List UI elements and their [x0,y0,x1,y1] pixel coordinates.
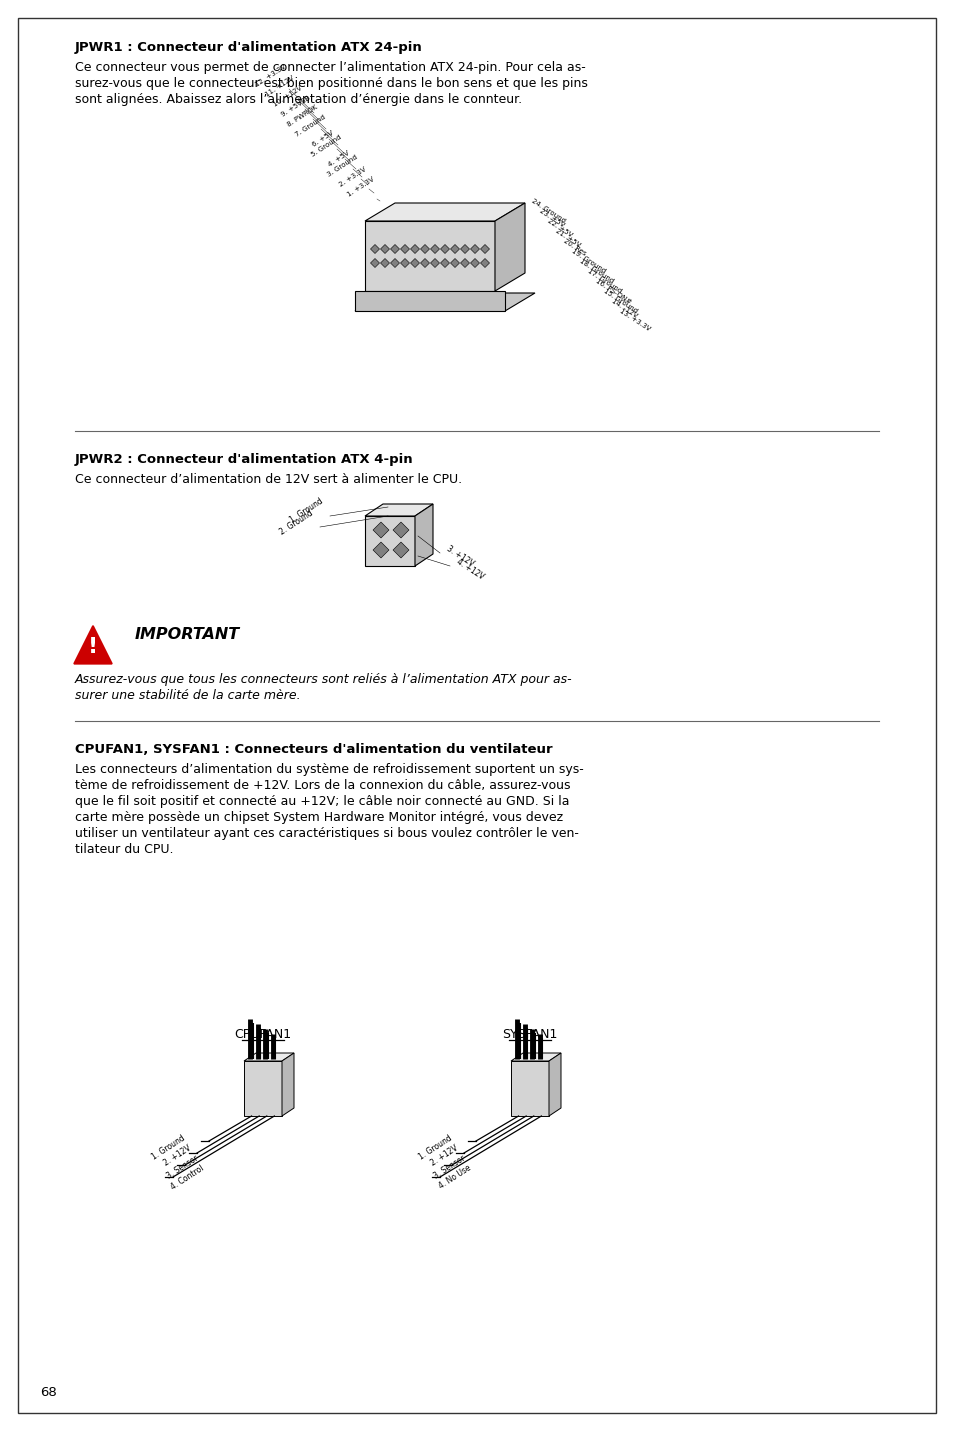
Polygon shape [495,203,524,290]
Polygon shape [74,625,112,664]
Text: !: ! [88,637,98,657]
Text: 8. PWROK: 8. PWROK [287,104,318,127]
Polygon shape [393,542,409,558]
Polygon shape [410,245,419,253]
Polygon shape [365,203,524,220]
Polygon shape [460,259,469,268]
Polygon shape [390,245,399,253]
Text: 17. Ground: 17. Ground [585,268,621,295]
Polygon shape [450,245,459,253]
Polygon shape [400,245,409,253]
Text: 14. -12V: 14. -12V [609,298,638,319]
Text: sont alignées. Abaissez alors l’alimentation d’énergie dans le connteur.: sont alignées. Abaissez alors l’alimenta… [75,93,521,106]
Text: 18. Ground: 18. Ground [578,258,614,285]
Polygon shape [380,259,389,268]
Text: 1. Ground
2. +12V
3. Sensor
4. No Use: 1. Ground 2. +12V 3. Sensor 4. No Use [416,1133,473,1192]
Text: carte mère possède un chipset System Hardware Monitor intégré, vous devez: carte mère possède un chipset System Har… [75,811,562,824]
Text: 2. +3.3V: 2. +3.3V [337,166,367,187]
Polygon shape [355,290,504,311]
Polygon shape [355,293,535,311]
Polygon shape [365,220,495,290]
Text: Ce connecteur vous permet de connecter l’alimentation ATX 24-pin. Pour cela as-: Ce connecteur vous permet de connecter l… [75,62,585,74]
Text: 19. Ground: 19. Ground [569,248,605,275]
Polygon shape [511,1060,548,1116]
Text: CPUFAN1: CPUFAN1 [234,1027,292,1040]
Polygon shape [511,1053,560,1060]
Text: 23. +5V: 23. +5V [537,207,564,229]
Text: tème de refroidissement de +12V. Lors de la connexion du câble, assurez-vous: tème de refroidissement de +12V. Lors de… [75,778,570,791]
Text: CPUFAN1, SYSFAN1 : Connecteurs d'alimentation du ventilateur: CPUFAN1, SYSFAN1 : Connecteurs d'aliment… [75,743,552,756]
Polygon shape [420,259,429,268]
Polygon shape [548,1053,560,1116]
Text: 6. +5V: 6. +5V [312,130,335,147]
FancyBboxPatch shape [18,19,935,1412]
Text: 22. +5V: 22. +5V [545,218,573,239]
Polygon shape [430,245,439,253]
Polygon shape [415,504,433,567]
Text: tilateur du CPU.: tilateur du CPU. [75,843,173,856]
Text: 21. +5V: 21. +5V [554,228,580,249]
Polygon shape [365,517,415,567]
Text: 68: 68 [40,1387,56,1400]
Text: JPWR1 : Connecteur d'alimentation ATX 24-pin: JPWR1 : Connecteur d'alimentation ATX 24… [75,41,422,54]
Text: Assurez-vous que tous les connecteurs sont reliés à l’alimentation ATX pour as-: Assurez-vous que tous les connecteurs so… [75,673,572,685]
Text: 1. +3.3V: 1. +3.3V [346,176,375,197]
Text: 5. Ground: 5. Ground [311,135,343,157]
Polygon shape [373,522,389,538]
Polygon shape [390,259,399,268]
Text: utiliser un ventilateur ayant ces caractéristiques si bous voulez contrôler le v: utiliser un ventilateur ayant ces caract… [75,827,578,840]
Polygon shape [480,245,489,253]
Text: 3. Ground: 3. Ground [326,155,358,177]
Text: 24. Ground: 24. Ground [530,197,565,225]
Polygon shape [400,259,409,268]
Text: Les connecteurs d’alimentation du système de refroidissement suportent un sys-: Les connecteurs d’alimentation du systèm… [75,763,583,776]
Text: que le fil soit positif et connecté au +12V; le câble noir connecté au GND. Si l: que le fil soit positif et connecté au +… [75,796,569,809]
Text: 1. Ground
2. +12V
3. Sensor
4. Control: 1. Ground 2. +12V 3. Sensor 4. Control [150,1133,206,1192]
Polygon shape [470,259,479,268]
Text: 7. Ground: 7. Ground [294,114,327,137]
Polygon shape [370,259,379,268]
Text: 9. +5VSB: 9. +5VSB [279,94,311,117]
Text: 4. +5V: 4. +5V [328,150,351,167]
Polygon shape [420,245,429,253]
Text: 3. +12V: 3. +12V [444,544,476,568]
Polygon shape [440,245,449,253]
Polygon shape [244,1060,282,1116]
Polygon shape [430,259,439,268]
Text: Ce connecteur d’alimentation de 12V sert à alimenter le CPU.: Ce connecteur d’alimentation de 12V sert… [75,474,461,487]
Text: 10. +12V: 10. +12V [272,84,303,107]
Text: 4. +12V: 4. +12V [455,557,485,581]
Text: SYSFAN1: SYSFAN1 [502,1027,558,1040]
Polygon shape [282,1053,294,1116]
Text: 20. Res: 20. Res [561,238,586,258]
Text: 16. PS-ON#: 16. PS-ON# [594,278,631,305]
Polygon shape [393,522,409,538]
Polygon shape [380,245,389,253]
Polygon shape [440,259,449,268]
Polygon shape [460,245,469,253]
Text: 1. Ground: 1. Ground [288,497,325,525]
Text: 13. +3.3V: 13. +3.3V [618,308,650,332]
Polygon shape [470,245,479,253]
Polygon shape [244,1053,294,1060]
Polygon shape [373,542,389,558]
Text: surez-vous que le connecteur est bien positionné dans le bon sens et que les pin: surez-vous que le connecteur est bien po… [75,77,587,90]
Polygon shape [480,259,489,268]
Polygon shape [365,504,433,517]
Text: JPWR2 : Connecteur d'alimentation ATX 4-pin: JPWR2 : Connecteur d'alimentation ATX 4-… [75,454,414,467]
Text: 15. Ground: 15. Ground [601,288,638,315]
Text: 2. Ground: 2. Ground [278,509,314,537]
Text: IMPORTANT: IMPORTANT [135,627,240,643]
Polygon shape [450,259,459,268]
Polygon shape [410,259,419,268]
Text: 11. +12V: 11. +12V [264,74,294,97]
Text: surer une stabilité de la carte mère.: surer une stabilité de la carte mère. [75,688,300,703]
Polygon shape [370,245,379,253]
Text: 12. +3.3V: 12. +3.3V [253,64,287,87]
